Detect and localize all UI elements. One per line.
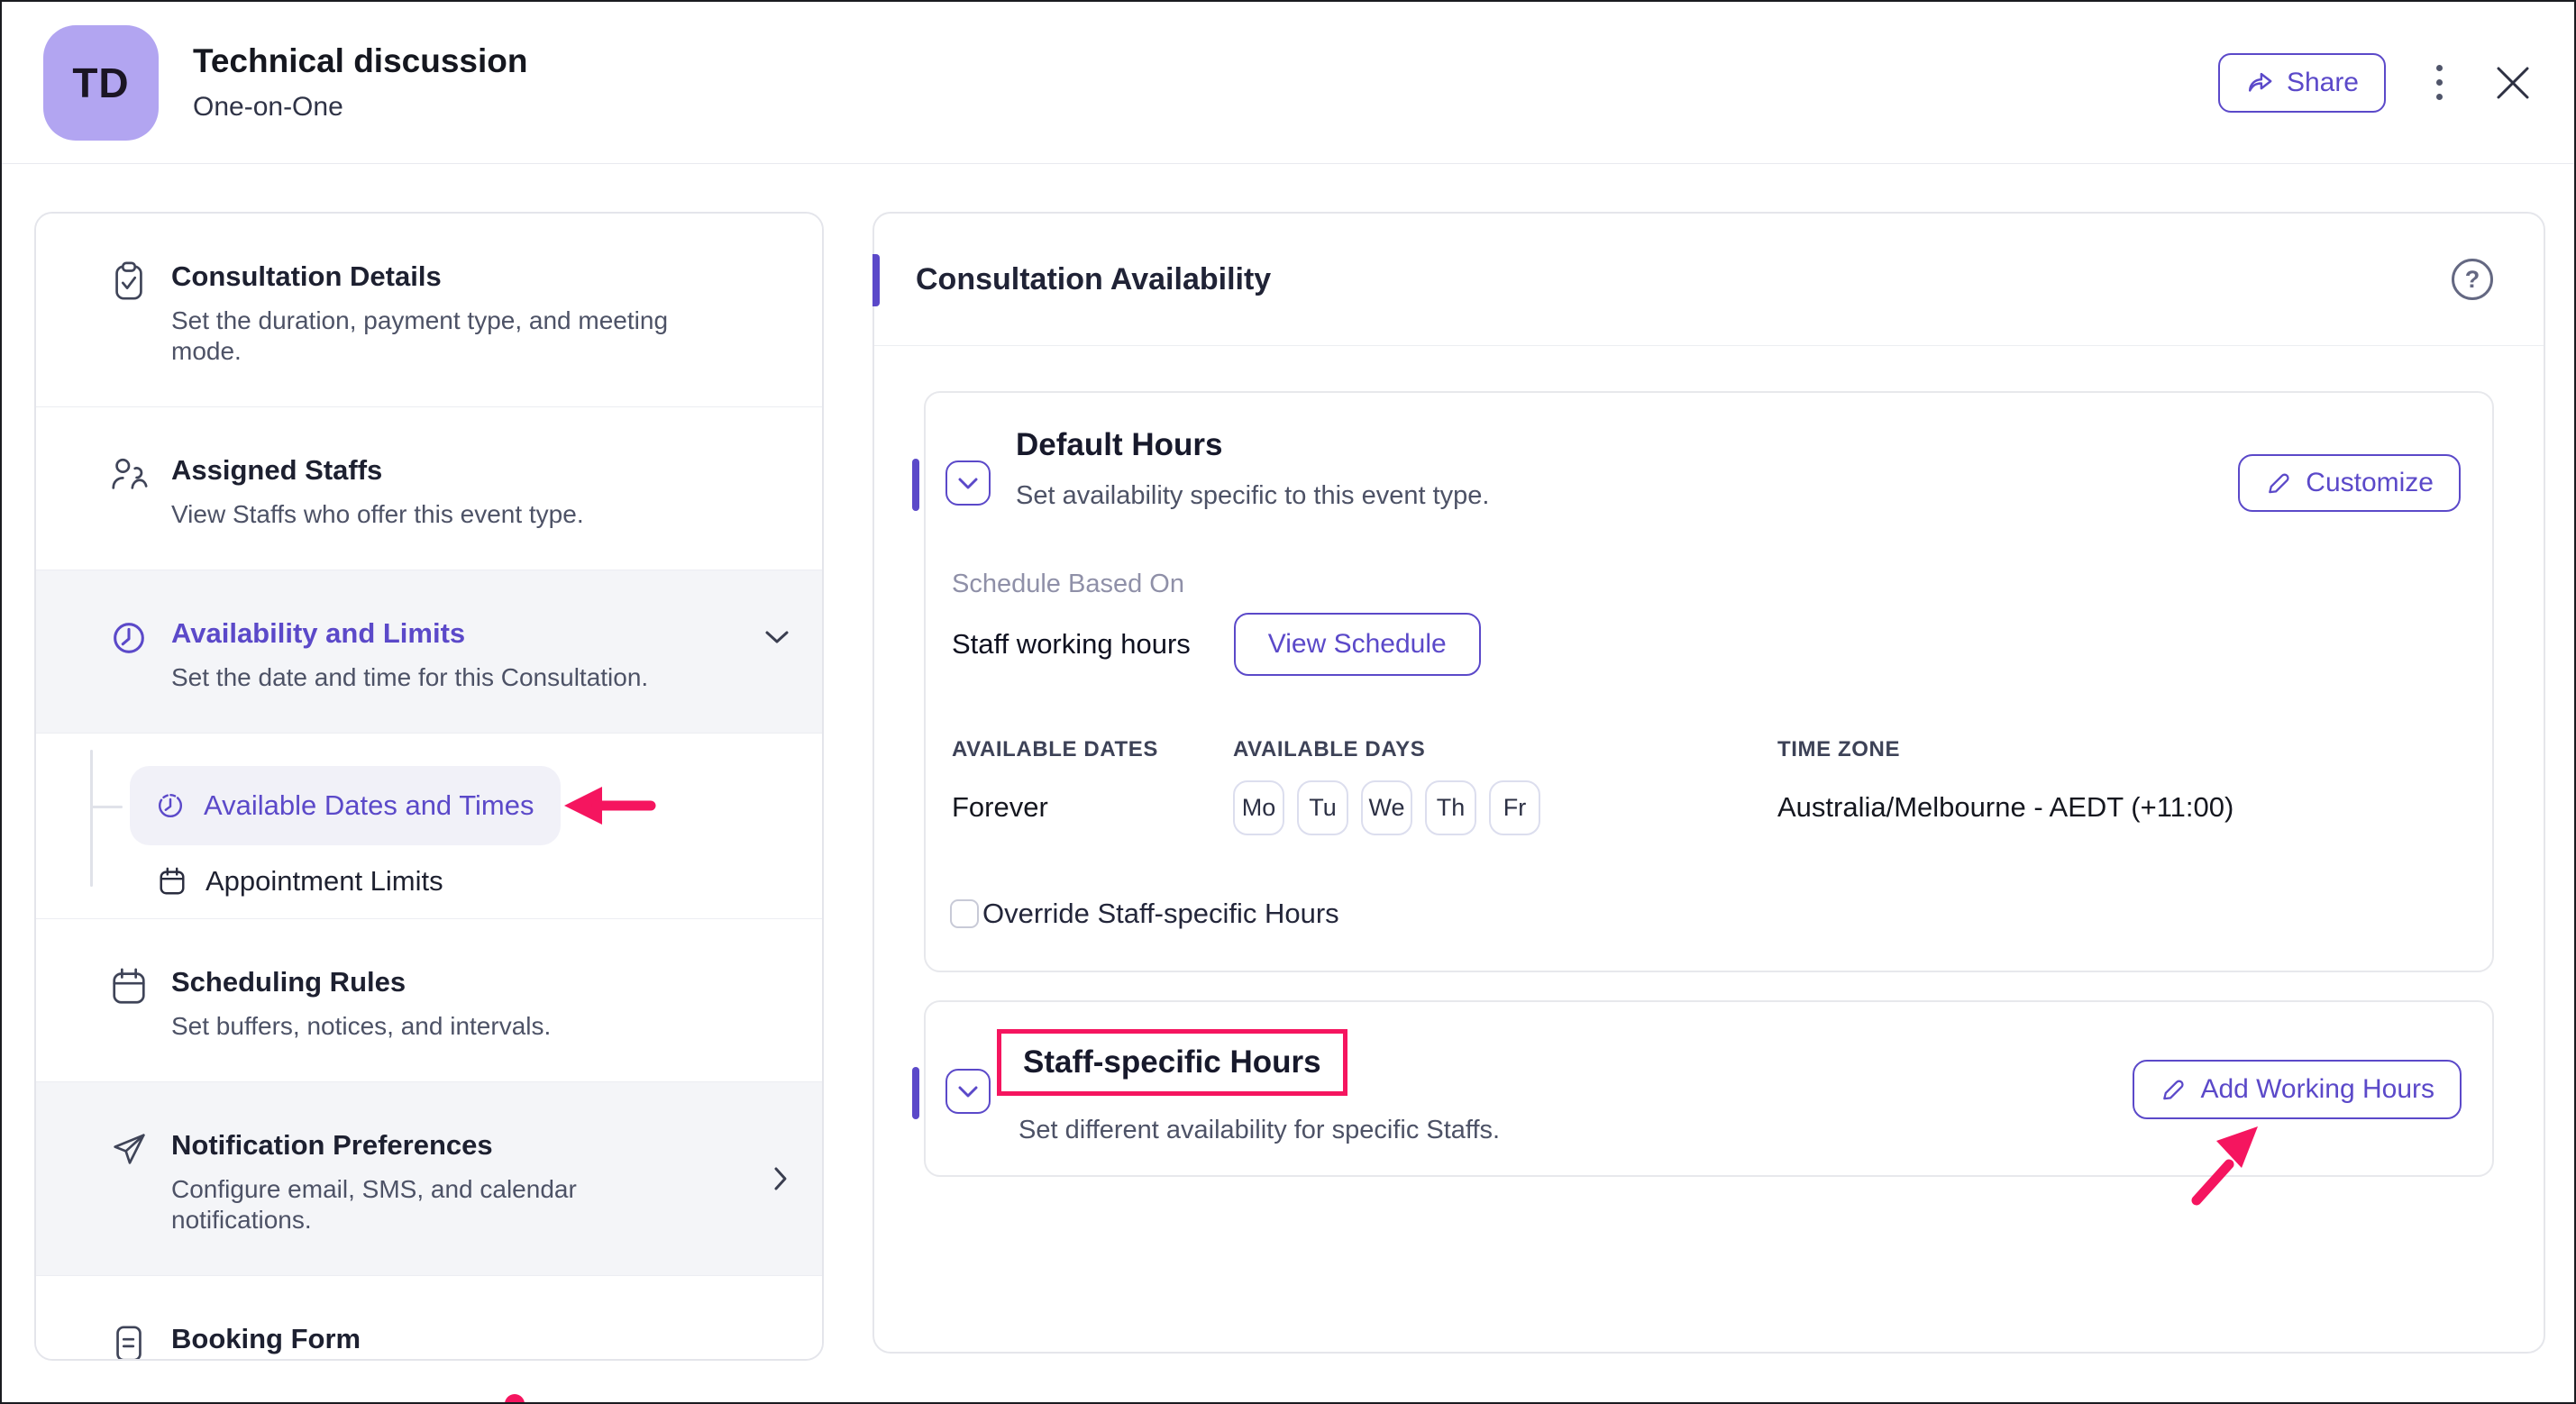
sidebar-item-label: Assigned Staffs xyxy=(171,454,383,486)
staff-specific-hours-card: Staff-specific Hours Set different avail… xyxy=(912,1000,2494,1206)
sidebar-subitem-available-dates-and-times[interactable]: Available Dates and Times xyxy=(130,766,561,845)
sidebar-item-label: Scheduling Rules xyxy=(171,966,406,998)
send-icon xyxy=(108,1129,150,1171)
help-button[interactable]: ? xyxy=(2452,259,2493,300)
availability-subnav: Available Dates and Times Appointment Li… xyxy=(36,734,822,919)
avatar-initials: TD xyxy=(72,59,130,106)
sidebar-item-label: Booking Form xyxy=(171,1323,361,1354)
history-clock-icon xyxy=(155,790,186,821)
default-hours-description: Set availability specific to this event … xyxy=(1016,481,1490,510)
override-staff-hours-label: Override Staff-specific Hours xyxy=(982,898,1339,929)
day-chip: Fr xyxy=(1489,780,1540,835)
clock-icon xyxy=(108,617,150,659)
consultation-availability-panel: Consultation Availability ? Default Hour… xyxy=(872,212,2545,1354)
sidebar-item-description: Set the date and time for this Consultat… xyxy=(171,663,649,691)
calendar-icon xyxy=(108,966,150,1007)
timezone-column-label: TIME ZONE xyxy=(1777,737,1901,761)
override-staff-hours-checkbox[interactable] xyxy=(950,899,979,928)
default-hours-card: Default Hours Set availability specific … xyxy=(912,391,2494,972)
sidebar-item-label: Notification Preferences xyxy=(171,1129,493,1161)
share-icon xyxy=(2245,69,2274,96)
schedule-based-on-label: Schedule Based On xyxy=(952,570,1184,598)
sidebar-item-label: Availability and Limits xyxy=(171,617,466,649)
kebab-icon xyxy=(2436,65,2443,71)
share-button-label: Share xyxy=(2286,67,2359,97)
collapse-default-hours-button[interactable] xyxy=(945,460,991,506)
sidebar-subitem-appointment-limits[interactable]: Appointment Limits xyxy=(157,860,443,903)
sidebar-item-booking-form[interactable]: Booking Form Collect Client information … xyxy=(36,1276,822,1359)
available-dates-column-label: AVAILABLE DATES xyxy=(952,737,1158,761)
available-days-column-label: AVAILABLE DAYS xyxy=(1233,737,1426,761)
question-mark-icon: ? xyxy=(2464,265,2480,293)
panel-body: Default Hours Set availability specific … xyxy=(874,346,2544,1206)
chevron-down-icon xyxy=(958,478,978,489)
pencil-icon xyxy=(2265,470,2292,497)
customize-button-label: Customize xyxy=(2306,468,2434,497)
sidebar-item-assigned-staffs[interactable]: Assigned Staffs View Staffs who offer th… xyxy=(36,407,822,570)
subitem-label: Available Dates and Times xyxy=(204,789,534,821)
card-accent-bar xyxy=(912,459,919,511)
annotation-dot xyxy=(505,1394,525,1402)
view-schedule-button-label: View Schedule xyxy=(1267,629,1447,659)
timezone-value: Australia/Melbourne - AEDT (+11:00) xyxy=(1777,791,2234,823)
sidebar-item-description: Configure email, SMS, and calendar notif… xyxy=(171,1175,577,1234)
pencil-icon xyxy=(2160,1076,2187,1103)
sidebar-item-label: Consultation Details xyxy=(171,260,442,292)
sidebar-item-scheduling-rules[interactable]: Scheduling Rules Set buffers, notices, a… xyxy=(36,919,822,1082)
add-working-hours-label: Add Working Hours xyxy=(2200,1074,2434,1104)
schedule-based-on-value: Staff working hours xyxy=(952,628,1191,660)
dialog-header: TD Technical discussion One-on-One Share xyxy=(2,2,2574,164)
staff-hours-title: Staff-specific Hours xyxy=(1023,1044,1321,1080)
users-icon xyxy=(108,454,150,496)
close-icon xyxy=(2493,63,2533,103)
day-chip: Tu xyxy=(1297,780,1348,835)
sidebar-item-consultation-details[interactable]: Consultation Details Set the duration, p… xyxy=(36,214,822,407)
annotation-arrow-add-working-hours xyxy=(2191,1126,2258,1206)
add-working-hours-button[interactable]: Add Working Hours xyxy=(2133,1060,2462,1119)
sidebar-item-description: Set buffers, notices, and intervals. xyxy=(171,1012,552,1040)
calendar-icon xyxy=(157,866,187,897)
sidebar-item-notification-preferences[interactable]: Notification Preferences Configure email… xyxy=(36,1082,822,1276)
day-chips: Mo Tu We Th Fr xyxy=(1233,780,1540,835)
form-icon xyxy=(108,1323,150,1359)
chevron-down-icon xyxy=(958,1086,978,1098)
chevron-right-icon xyxy=(773,1166,788,1191)
annotation-highlight-box: Staff-specific Hours xyxy=(997,1029,1347,1096)
override-staff-hours-row: Override Staff-specific Hours xyxy=(950,898,1339,930)
sidebar-item-availability-and-limits[interactable]: Availability and Limits Set the date and… xyxy=(36,570,822,734)
close-button[interactable] xyxy=(2493,63,2533,103)
view-schedule-button[interactable]: View Schedule xyxy=(1233,613,1481,676)
event-type-badge: One-on-One xyxy=(193,92,343,122)
annotation-arrow-available-dates xyxy=(564,787,656,825)
clipboard-check-icon xyxy=(108,260,150,302)
more-options-button[interactable] xyxy=(2427,59,2452,105)
subitem-label: Appointment Limits xyxy=(206,865,443,897)
sidebar-item-description: Set the duration, payment type, and meet… xyxy=(171,306,669,365)
tree-connector xyxy=(90,750,93,887)
default-hours-title: Default Hours xyxy=(1016,427,1223,462)
chevron-down-icon xyxy=(764,630,790,644)
day-chip: Mo xyxy=(1233,780,1284,835)
panel-title: Consultation Availability xyxy=(916,261,1272,296)
page-title: Technical discussion xyxy=(193,42,528,79)
avatar: TD xyxy=(43,24,159,141)
tree-connector-stub xyxy=(90,806,123,808)
day-chip: We xyxy=(1361,780,1412,835)
panel-header: Consultation Availability ? xyxy=(874,214,2544,346)
staff-hours-description: Set different availability for specific … xyxy=(1019,1116,1501,1144)
settings-sidebar: Consultation Details Set the duration, p… xyxy=(34,212,824,1361)
available-dates-value: Forever xyxy=(952,791,1048,823)
card-accent-bar xyxy=(912,1067,919,1119)
sidebar-item-description: View Staffs who offer this event type. xyxy=(171,500,584,528)
section-accent-bar xyxy=(872,254,880,306)
share-button[interactable]: Share xyxy=(2217,52,2386,113)
collapse-staff-hours-button[interactable] xyxy=(945,1069,991,1114)
customize-button[interactable]: Customize xyxy=(2238,454,2461,512)
day-chip: Th xyxy=(1425,780,1476,835)
